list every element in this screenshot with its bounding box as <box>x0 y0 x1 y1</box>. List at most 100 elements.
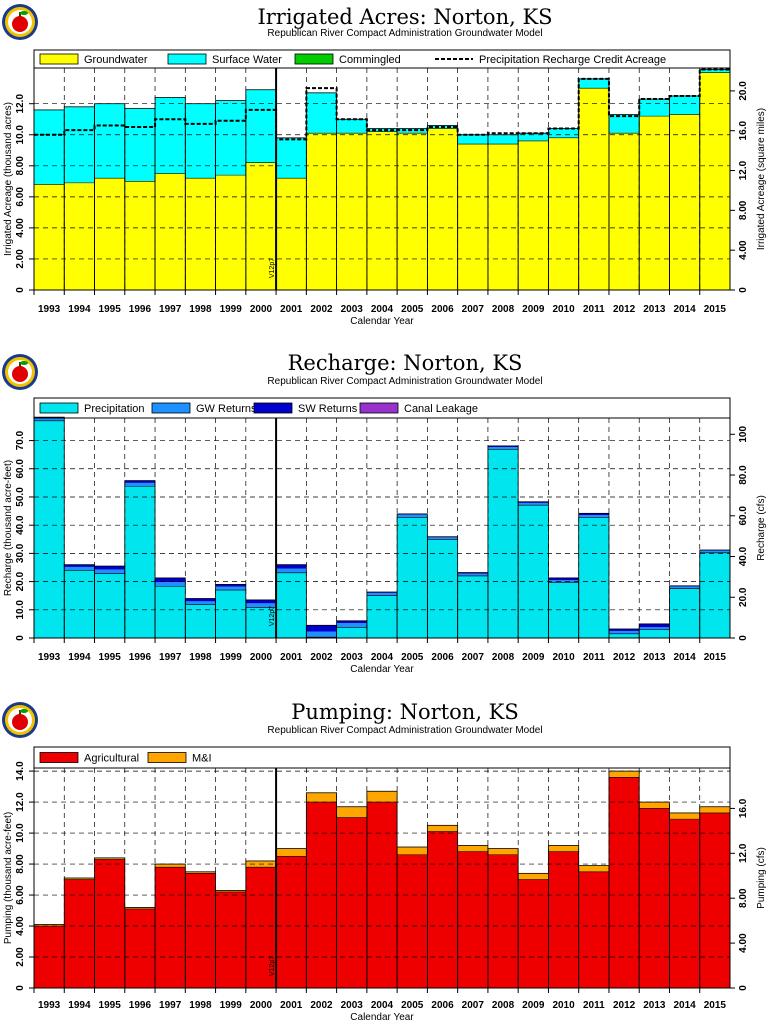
bar-precipitation <box>457 575 488 638</box>
x-axis-label: Calendar Year <box>350 316 414 327</box>
xtick-label: 2010 <box>552 1000 575 1011</box>
bar-groundwater <box>699 72 730 290</box>
plot-frame <box>33 767 731 989</box>
bar-precipitation <box>578 517 609 638</box>
bar-precipitation <box>34 420 65 638</box>
bar-mi <box>457 845 488 852</box>
xtick-label: 2008 <box>492 304 515 315</box>
xtick-label: 2011 <box>583 652 605 663</box>
bar-mi <box>699 806 730 813</box>
bar-mi <box>64 878 95 880</box>
legend-label: GW Returns <box>196 403 257 415</box>
xtick-label: 2015 <box>704 304 727 315</box>
bar-surface_water <box>276 137 307 179</box>
xtick-label: 2011 <box>583 1000 605 1011</box>
bar-surface_water <box>487 134 519 145</box>
xtick-label: 2006 <box>431 652 454 663</box>
bar-mi <box>34 924 65 927</box>
legend-label: Groundwater <box>84 54 148 66</box>
bar-precipitation <box>699 552 730 638</box>
xtick-label: 2002 <box>310 652 333 663</box>
xtick-label: 2013 <box>643 1000 666 1011</box>
bar-mi <box>518 873 549 880</box>
xtick-label: 2014 <box>673 304 696 315</box>
bar-groundwater <box>487 144 519 290</box>
chart-title: Irrigated Acres: Norton, KS <box>257 5 552 29</box>
bar-mi <box>548 845 579 852</box>
xtick-label: 2013 <box>643 304 666 315</box>
bar-precipitation <box>276 572 307 638</box>
ytick-label: 4.00 <box>15 218 26 238</box>
bar-surface_water <box>548 128 579 138</box>
bar-sw_returns <box>306 625 337 632</box>
bar-agricultural <box>457 851 488 988</box>
bar-agricultural <box>215 891 246 988</box>
y-axis-label: Pumping (thousand acre-feet) <box>3 812 14 944</box>
ytick-label: 10.0 <box>15 823 26 843</box>
legend-label: Precipitation <box>84 403 145 415</box>
ytick-label: 2.00 <box>15 947 26 967</box>
xtick-label: 2012 <box>613 652 636 663</box>
bar-surface_water <box>34 109 65 185</box>
y2tick-label: 0 <box>738 287 749 293</box>
bar-sw_returns <box>336 620 367 624</box>
bar-precipitation <box>336 627 367 638</box>
bar-gw_returns <box>215 586 246 591</box>
y2-axis-label: Irrigated Acreage (square miles) <box>756 108 767 250</box>
xtick-label: 1996 <box>129 304 152 315</box>
bar-surface_water <box>155 97 186 174</box>
chart-title: Pumping: Norton, KS <box>291 700 519 724</box>
bar-gw_returns <box>276 568 307 573</box>
ytick-label: 12.0 <box>15 792 26 812</box>
bar-mi <box>578 865 609 872</box>
bar-surface_water <box>185 103 216 179</box>
legend-label: SW Returns <box>298 403 358 415</box>
y2tick-label: 8.00 <box>738 888 749 908</box>
bar-sw_returns <box>64 564 95 567</box>
apple-logo-3 <box>2 702 38 738</box>
bar-mi <box>639 802 670 809</box>
apple-logo-1 <box>2 4 38 40</box>
bar-agricultural <box>94 859 125 988</box>
marker-label: V12p7 <box>269 606 276 626</box>
xtick-label: 2003 <box>341 652 364 663</box>
ytick-label: 6.00 <box>15 187 26 207</box>
legend-swatch <box>253 402 293 414</box>
bar-sw_returns <box>518 501 549 503</box>
legend-swatch <box>151 402 191 414</box>
bar-surface_water <box>94 103 125 179</box>
bar-agricultural <box>185 873 216 988</box>
y2tick-label: 12.0 <box>738 843 749 863</box>
bar-groundwater <box>518 140 549 290</box>
bar-gw_returns <box>336 623 367 628</box>
xtick-label: 2004 <box>371 304 394 315</box>
bar-mi <box>215 890 246 892</box>
bar-surface_water <box>639 99 670 117</box>
legend-swatch <box>294 53 334 65</box>
plot-frame <box>33 67 731 291</box>
xtick-label: 1994 <box>68 304 91 315</box>
y2tick-label: 8.00 <box>738 200 749 220</box>
bar-agricultural <box>124 908 156 988</box>
legend-label: M&I <box>192 753 212 765</box>
xtick-label: 2005 <box>401 1000 424 1011</box>
ytick-label: 8.00 <box>15 854 26 874</box>
bar-mi <box>185 871 216 874</box>
bar-agricultural <box>548 851 579 988</box>
bar-precipitation <box>215 590 246 638</box>
bar-precipitation <box>124 486 156 638</box>
bar-gw_returns <box>366 592 398 596</box>
bar-groundwater <box>578 88 609 290</box>
bar-sw_returns <box>124 480 156 483</box>
bar-agricultural <box>34 926 65 988</box>
bar-gw_returns <box>457 573 488 576</box>
xtick-label: 2007 <box>462 1000 485 1011</box>
bar-groundwater <box>64 182 95 290</box>
bar-mi <box>669 812 700 820</box>
bar-surface_water <box>608 114 640 134</box>
y2tick-label: 16.0 <box>738 121 749 141</box>
x-axis-label: Calendar Year <box>350 664 414 675</box>
xtick-label: 1995 <box>99 304 122 315</box>
xtick-label: 1997 <box>159 304 182 315</box>
bar-groundwater <box>276 178 307 290</box>
